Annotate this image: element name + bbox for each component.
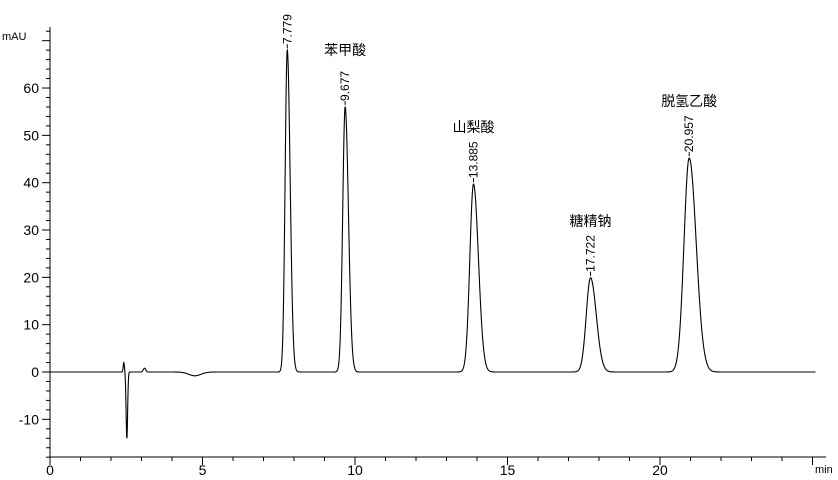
y-tick-label: 0 [31, 364, 39, 380]
peak-retention-time: 17.722 [584, 235, 598, 272]
peak-retention-time: 13.885 [466, 141, 480, 178]
peak-retention-time: 7.779 [280, 14, 294, 44]
peak-retention-time: 20.957 [682, 115, 696, 152]
x-unit-label: min [815, 464, 833, 476]
peak-retention-time: 9.677 [338, 71, 352, 101]
peak-compound-name: 山梨酸 [452, 119, 494, 135]
x-tick-label: 20 [652, 462, 668, 478]
x-tick-label: 5 [199, 462, 207, 478]
x-tick-label: 0 [46, 462, 54, 478]
chromatogram-trace [50, 48, 816, 439]
y-tick-label: 60 [23, 80, 39, 96]
y-tick-label: -10 [19, 411, 39, 427]
peak-compound-name: 苯甲酸 [324, 42, 366, 58]
peak-compound-name: 脱氢乙酸 [661, 93, 717, 109]
peak-labels: 7.779 安赛蜜 9.677 苯甲酸 13.885 山梨酸 17.722 糖精钠 20.957… [266, 0, 717, 276]
x-tick-label: 10 [347, 462, 363, 478]
y-unit-label: mAU [2, 31, 27, 43]
y-tick-label: 10 [23, 317, 39, 333]
y-tick-label: 50 [23, 127, 39, 143]
y-tick-label: 30 [23, 222, 39, 238]
peak-compound-name: 安赛蜜 [266, 0, 308, 1]
y-tick-label: 20 [23, 269, 39, 285]
y-tick-label: 40 [23, 175, 39, 191]
axes: -10 0 10 20 30 40 50 60 0 5 10 15 20 [19, 27, 826, 478]
peak-compound-name: 糖精钠 [570, 213, 612, 229]
x-tick-label: 15 [500, 462, 516, 478]
